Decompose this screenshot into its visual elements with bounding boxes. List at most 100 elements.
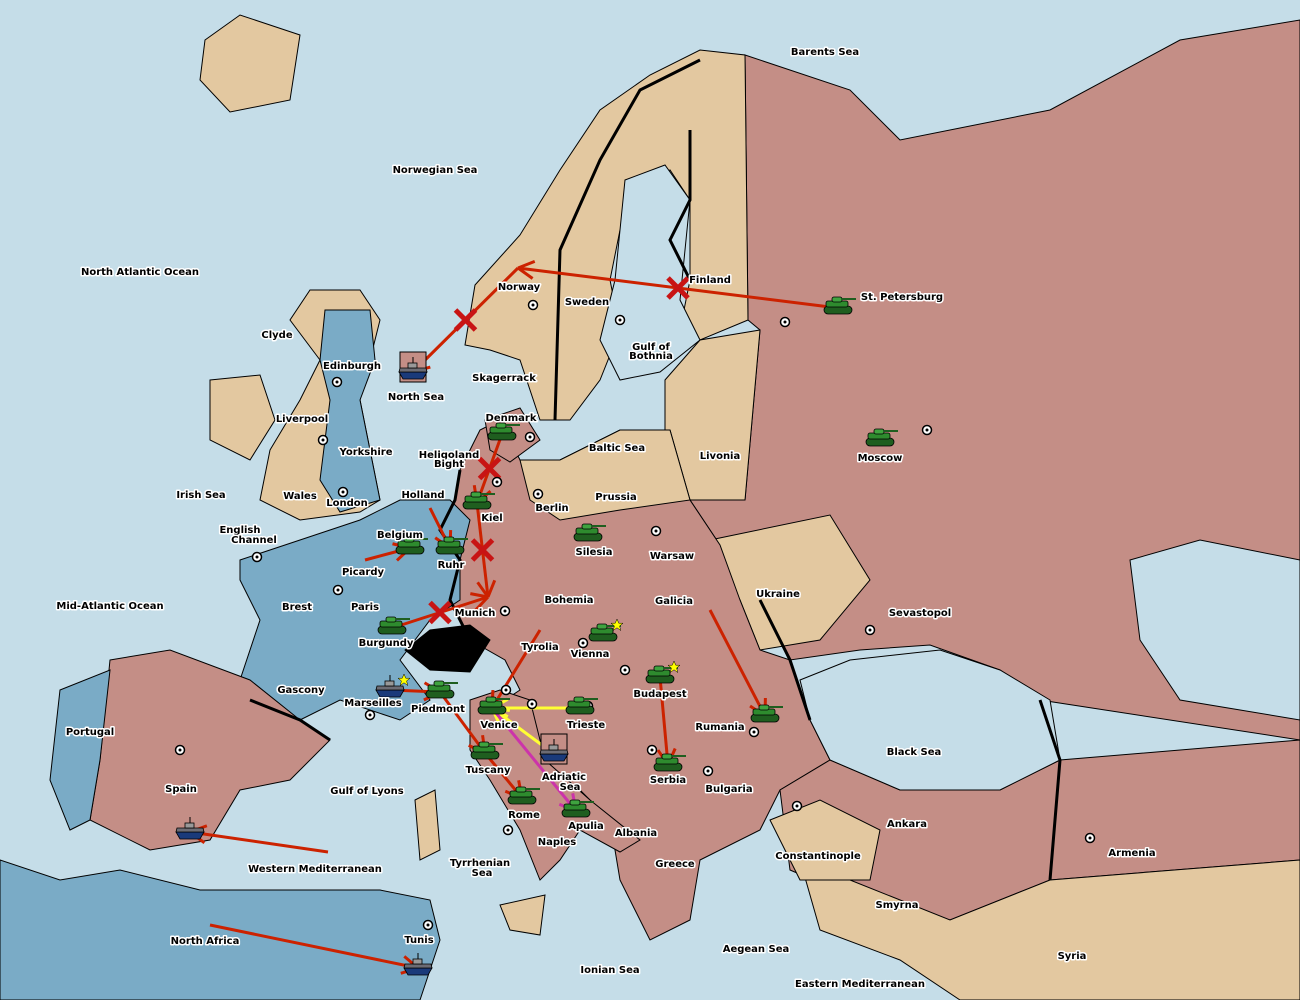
province-label: Black Sea [887,747,942,758]
province-label: Smyrna [876,900,919,911]
province-label: Naples [538,837,576,848]
army-unit-icon[interactable] [477,696,510,715]
north-africa-territory[interactable] [0,859,441,1000]
army-unit-icon[interactable] [653,753,686,772]
portugal-territory[interactable] [49,669,111,831]
army-unit-icon[interactable] [395,536,428,555]
sicily [499,894,546,936]
province-label: Sea [472,868,493,879]
province-label: North Africa [171,936,240,947]
fleet-unit-icon[interactable] [175,817,205,840]
province-label: North Atlantic Ocean [81,267,199,278]
army-unit-icon[interactable] [487,422,520,441]
power-borders [249,58,1062,881]
army-unit-icon[interactable] [565,696,598,715]
star-icon [610,618,624,632]
province-label: Holland [401,490,444,501]
army-unit-icon[interactable] [377,616,410,635]
prussia-berlin-territory[interactable] [519,429,691,521]
province-label: Warsaw [650,551,694,562]
army-unit-icon[interactable] [507,786,540,805]
province-label: Norway [498,282,541,293]
fleet-unit-icon[interactable] [398,351,428,383]
province-label: Barents Sea [791,47,859,58]
province-label: Finland [689,275,731,286]
army-unit-icon[interactable] [865,428,898,447]
province-label: Vienna [571,649,610,660]
gulf-of-bothnia-water [599,164,701,381]
army-unit-icon[interactable] [823,296,856,315]
failed-order-x-icon [666,276,690,300]
fleet-unit-icon[interactable] [375,673,411,698]
province-label: Livonia [700,451,740,462]
province-label: Serbia [650,775,686,786]
province-label: Ruhr [438,560,465,571]
province-label: Western Mediterranean [248,864,382,875]
caspian-sea-water [1129,539,1300,721]
units [175,296,898,976]
province-label: Irish Sea [176,490,225,501]
province-label: Greece [655,859,695,870]
province-label: Liverpool [276,414,328,425]
province-label: Apulia [568,821,604,832]
fleet-unit-icon[interactable] [539,733,569,765]
province-label: Mid-Atlantic Ocean [56,601,163,612]
army-unit-icon[interactable] [645,660,681,684]
province-label: Skagerrack [472,373,536,384]
province-label: Burgundy [359,638,414,649]
province-label: Moscow [858,453,903,464]
army-unit-icon[interactable] [561,799,594,818]
province-label: Munich [455,608,496,619]
province-label: Syria [1058,951,1087,962]
syria-smyrna-territory[interactable] [799,859,1300,1000]
province-label: Spain [165,784,197,795]
army-unit-icon[interactable] [470,741,503,760]
province-label: Bothnia [629,351,673,362]
army-unit-icon[interactable] [425,680,458,699]
province-label: Belgium [377,530,423,541]
province-label: Aegean Sea [723,944,790,955]
province-label: Clyde [261,330,292,341]
scandinavia[interactable] [464,49,749,421]
province-label: Bohemia [545,595,594,606]
army-unit-icon[interactable] [750,704,783,723]
province-label: Albania [615,828,657,839]
province-label: Bight [434,459,464,470]
failed-order-x-icon [470,538,495,562]
province-label: Wales [283,491,317,502]
province-label: Piedmont [411,704,465,715]
province-label: St. Petersburg [861,292,943,303]
province-label: Gascony [277,685,325,696]
constantinople-area[interactable] [769,799,881,881]
province-label: Portugal [66,727,114,738]
army-unit-icon[interactable] [588,618,624,642]
iceland [199,14,301,113]
province-label: Silesia [576,547,613,558]
failed-order-x-icon [453,308,478,332]
province-label: Kiel [481,513,502,524]
province-label: Rumania [695,722,744,733]
province-label: Tyrolia [521,642,559,653]
failed-order-x-icon [428,600,452,625]
province-labels: Barents Sea Norwegian Sea North Atlantic O… [55,46,1157,992]
province-label: Ankara [887,819,927,830]
province-label: Galicia [655,596,693,607]
province-label: Bulgaria [705,784,752,795]
province-label: Tyrrhenian [450,858,510,869]
province-label: Budapest [633,689,687,700]
province-label: Gulf of Lyons [330,786,403,797]
army-unit-icon[interactable] [573,523,606,542]
army-unit-icon[interactable] [435,536,468,555]
province-label: Brest [282,602,312,613]
province-label: North Sea [388,392,444,403]
province-label: English [219,525,260,536]
province-label: Berlin [535,503,568,514]
army-unit-icon[interactable] [462,491,495,510]
province-label: Paris [351,602,379,613]
england-territory[interactable] [319,309,381,513]
fleet-unit-icon[interactable] [403,953,433,976]
province-label: Denmark [486,413,537,424]
province-label: Ukraine [756,589,800,600]
